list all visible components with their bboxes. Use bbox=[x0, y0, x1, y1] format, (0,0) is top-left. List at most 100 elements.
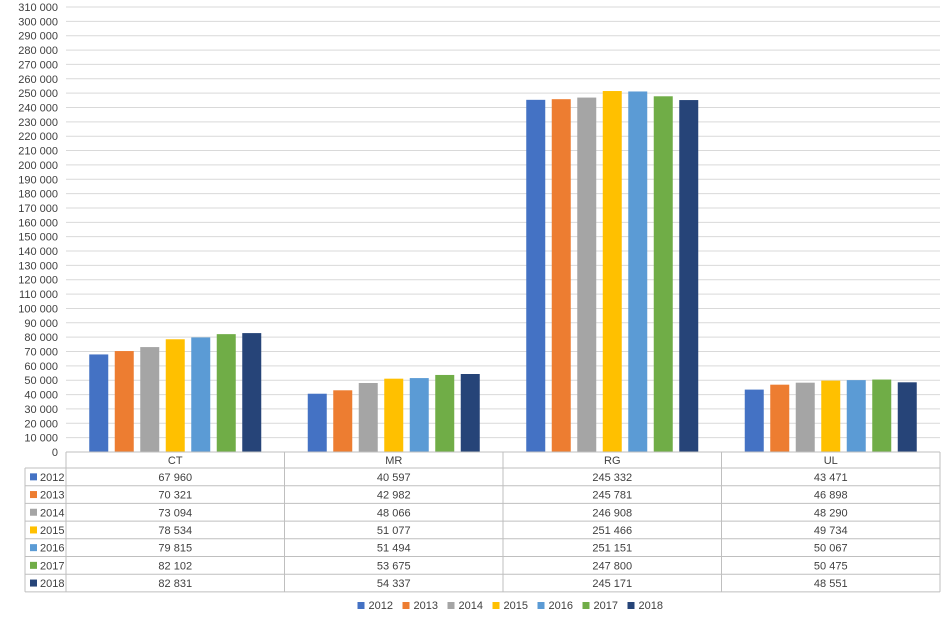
legend-label: 2014 bbox=[459, 600, 483, 612]
y-tick-label: 210 000 bbox=[18, 146, 58, 158]
y-tick-label: 230 000 bbox=[18, 117, 58, 129]
table-cell: 42 982 bbox=[377, 490, 411, 502]
legend-key bbox=[357, 602, 365, 609]
category-label: MR bbox=[385, 455, 402, 467]
legend-label: 2018 bbox=[639, 600, 663, 612]
legend-key bbox=[582, 602, 590, 609]
bar-rg-2017 bbox=[653, 96, 673, 452]
legend-key bbox=[447, 602, 455, 609]
legend-key bbox=[627, 602, 635, 609]
table-cell: 50 475 bbox=[814, 560, 848, 572]
y-tick-label: 30 000 bbox=[24, 404, 58, 416]
table-row-label: 2018 bbox=[40, 578, 64, 590]
y-tick-label: 60 000 bbox=[24, 361, 58, 373]
table-cell: 67 960 bbox=[158, 472, 192, 484]
bar-ul-2013 bbox=[770, 384, 790, 452]
bar-mr-2014 bbox=[358, 383, 378, 452]
table-cell: 51 494 bbox=[377, 543, 411, 555]
y-tick-label: 240 000 bbox=[18, 102, 58, 114]
legend-label: 2016 bbox=[549, 600, 573, 612]
table-legend-key bbox=[30, 526, 37, 534]
table-cell: 46 898 bbox=[814, 490, 848, 502]
y-tick-label: 250 000 bbox=[18, 88, 58, 100]
bar-mr-2016 bbox=[409, 378, 429, 452]
y-tick-label: 80 000 bbox=[24, 332, 58, 344]
y-axis-tick-labels: 0 10 000 20 000 30 000 40 000 50 000 60 000 70 … bbox=[18, 2, 58, 459]
bar-ct-2012 bbox=[89, 354, 109, 452]
table-cell: 82 102 bbox=[158, 560, 192, 572]
y-tick-label: 290 000 bbox=[18, 31, 58, 43]
table-cell: 48 551 bbox=[814, 578, 848, 590]
bar-ct-2016 bbox=[191, 337, 211, 452]
table-row-label: 2016 bbox=[40, 543, 64, 555]
legend: 2012 2013 2014 2015 2016 2017 2018 bbox=[357, 600, 663, 612]
table-legend-key bbox=[30, 473, 37, 481]
bar-rg-2018 bbox=[679, 100, 699, 453]
table-row-label: 2017 bbox=[40, 560, 64, 572]
table-cell: 245 171 bbox=[592, 578, 632, 590]
table-cell: 245 781 bbox=[592, 490, 632, 502]
table-cell: 70 321 bbox=[158, 490, 192, 502]
y-tick-label: 180 000 bbox=[18, 189, 58, 201]
y-tick-label: 40 000 bbox=[24, 390, 58, 402]
bar-mr-2017 bbox=[435, 374, 455, 452]
table-row-label: 2014 bbox=[40, 507, 64, 519]
bar-ul-2012 bbox=[744, 389, 764, 452]
table-cell: 251 466 bbox=[592, 525, 632, 537]
table-cell: 40 597 bbox=[377, 472, 411, 484]
bar-ct-2014 bbox=[140, 347, 160, 452]
table-cell: 48 066 bbox=[377, 507, 411, 519]
table-cell: 79 815 bbox=[158, 543, 192, 555]
bar-ul-2016 bbox=[846, 380, 866, 452]
table-legend-key bbox=[30, 561, 37, 569]
table-row-label: 2012 bbox=[40, 472, 64, 484]
y-tick-label: 0 bbox=[52, 447, 58, 459]
y-tick-label: 300 000 bbox=[18, 16, 58, 28]
table-cell: 51 077 bbox=[377, 525, 411, 537]
table-legend-key bbox=[30, 491, 37, 499]
table-cell: 50 067 bbox=[814, 543, 848, 555]
table-cell: 78 534 bbox=[158, 525, 192, 537]
y-tick-label: 130 000 bbox=[18, 260, 58, 272]
category-label: RG bbox=[604, 455, 621, 467]
bar-ul-2018 bbox=[897, 382, 917, 452]
category-label: CT bbox=[168, 455, 183, 467]
y-tick-label: 220 000 bbox=[18, 131, 58, 143]
y-tick-label: 100 000 bbox=[18, 303, 58, 315]
legend-key bbox=[492, 602, 500, 609]
table-cell: 48 290 bbox=[814, 507, 848, 519]
bar-rg-2016 bbox=[628, 91, 648, 452]
y-tick-label: 310 000 bbox=[18, 2, 58, 14]
legend-label: 2015 bbox=[504, 600, 528, 612]
table-cell: 54 337 bbox=[377, 578, 411, 590]
bar-rg-2015 bbox=[602, 91, 622, 453]
y-tick-label: 50 000 bbox=[24, 375, 58, 387]
data-table: CT MR RG UL 2012 67 960 40 597 245 332 43 471 201… bbox=[24, 451, 941, 593]
y-tick-label: 140 000 bbox=[18, 246, 58, 258]
legend-key bbox=[402, 602, 410, 609]
table-legend-key bbox=[30, 579, 37, 587]
y-tick-label: 270 000 bbox=[18, 59, 58, 71]
table-cell: 82 831 bbox=[158, 578, 192, 590]
legend-label: 2017 bbox=[594, 600, 618, 612]
y-tick-label: 280 000 bbox=[18, 45, 58, 57]
y-tick-label: 190 000 bbox=[18, 174, 58, 186]
bar-rg-2014 bbox=[577, 97, 597, 452]
bar-ct-2013 bbox=[114, 351, 134, 452]
table-cell: 49 734 bbox=[814, 525, 848, 537]
bar-mr-2012 bbox=[307, 393, 327, 452]
bar-ul-2014 bbox=[795, 382, 815, 452]
table-row-label: 2015 bbox=[40, 525, 64, 537]
bar-rg-2013 bbox=[551, 99, 571, 453]
bar-mr-2013 bbox=[333, 390, 353, 452]
table-legend-key bbox=[30, 508, 37, 516]
y-tick-label: 160 000 bbox=[18, 217, 58, 229]
table-cell: 245 332 bbox=[592, 472, 632, 484]
category-label: UL bbox=[824, 455, 838, 467]
y-tick-label: 150 000 bbox=[18, 232, 58, 244]
table-cell: 251 151 bbox=[592, 543, 632, 555]
y-tick-label: 20 000 bbox=[24, 418, 58, 430]
bar-mr-2015 bbox=[384, 378, 404, 452]
bars bbox=[89, 91, 917, 453]
